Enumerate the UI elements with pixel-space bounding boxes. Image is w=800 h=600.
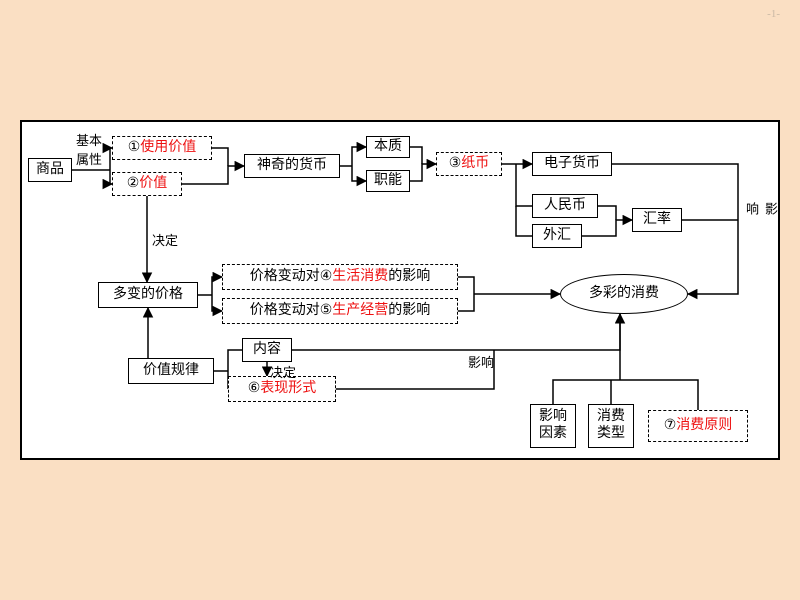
node-n_crule: ⑦消费原则: [648, 410, 748, 442]
edge-13: [598, 206, 616, 220]
node-n_law: 价值规律: [128, 358, 214, 384]
edge-6: [352, 147, 366, 166]
page-number: -1-: [767, 8, 780, 20]
label-l_det2: 决定: [270, 362, 296, 381]
edge-7: [352, 166, 366, 181]
edge-30: [494, 314, 620, 350]
edge-3: [212, 148, 228, 166]
node-n_content: 内容: [242, 338, 292, 362]
edge-19: [212, 277, 222, 295]
edge-20: [212, 295, 222, 311]
label-l_det1: 决定: [152, 230, 178, 249]
node-n_rate: 汇率: [632, 208, 682, 232]
node-n_useval: ①使用价值: [112, 136, 212, 160]
node-n_consume: 多彩的消费: [560, 274, 688, 314]
node-n_magic: 神奇的货币: [244, 154, 340, 178]
node-n_factor: 影响因素: [530, 404, 576, 448]
edge-22: [458, 294, 474, 311]
diagram-board: 商品 ①使用价值 ②价值 神奇的货币 本质职能 ③纸币 电子货币人民币外汇 汇率多变的价格价格…: [20, 120, 780, 460]
edge-14: [582, 220, 632, 236]
node-n_goods: 商品: [28, 158, 72, 182]
node-n_paper: ③纸币: [436, 152, 502, 176]
node-n_func: 职能: [366, 170, 410, 192]
label-l_basic: 基本属性: [76, 130, 102, 168]
node-n_rmb: 人民币: [532, 194, 598, 218]
edge-12: [516, 206, 532, 236]
label-l_inf2: 影响: [742, 202, 780, 217]
node-n_priceA: 价格变动对④生活消费的影响: [222, 264, 458, 290]
edge-8: [410, 147, 422, 164]
node-n_priceB: 价格变动对⑤生产经营的影响: [222, 298, 458, 324]
node-n_ctype: 消费类型: [588, 404, 634, 448]
node-n_essence: 本质: [366, 136, 410, 158]
node-n_fx: 外汇: [532, 224, 582, 248]
node-n_emoney: 电子货币: [532, 152, 612, 176]
edge-11: [516, 164, 532, 206]
edge-26: [228, 350, 242, 371]
edge-9: [410, 164, 436, 181]
label-l_inf1: 影响: [468, 352, 494, 371]
edge-21: [458, 277, 474, 294]
node-n_price: 多变的价格: [98, 282, 198, 308]
edge-4: [182, 166, 244, 184]
node-n_val: ②价值: [112, 172, 182, 196]
